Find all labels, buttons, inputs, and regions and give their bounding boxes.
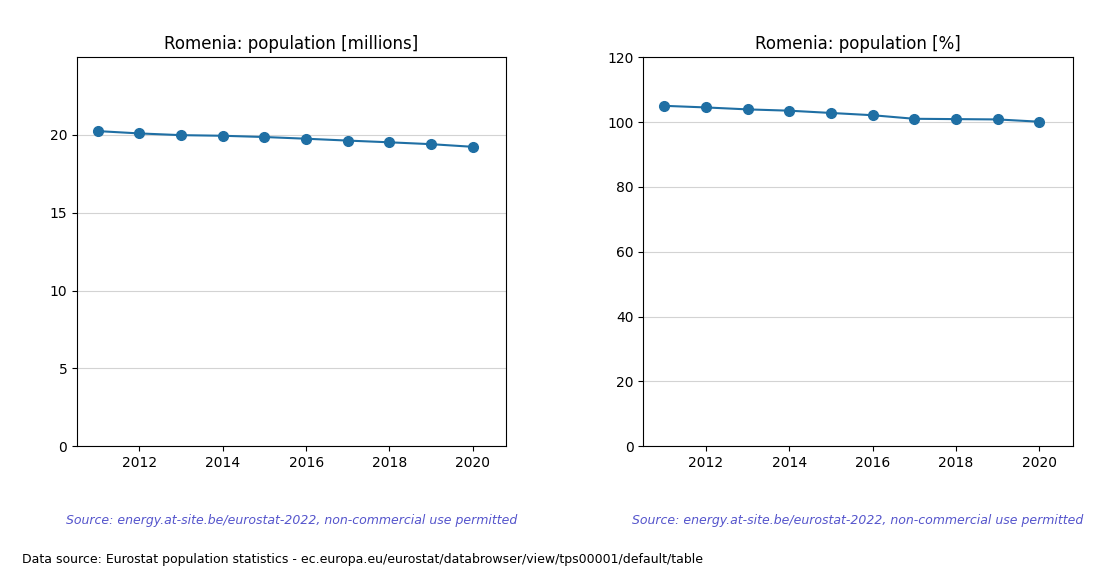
Text: Source: energy.at-site.be/eurostat-2022, non-commercial use permitted: Source: energy.at-site.be/eurostat-2022,… <box>632 514 1084 527</box>
Title: Romenia: population [%]: Romenia: population [%] <box>755 35 960 53</box>
Text: Data source: Eurostat population statistics - ec.europa.eu/eurostat/databrowser/: Data source: Eurostat population statist… <box>22 553 703 566</box>
Title: Romenia: population [millions]: Romenia: population [millions] <box>164 35 419 53</box>
Text: Source: energy.at-site.be/eurostat-2022, non-commercial use permitted: Source: energy.at-site.be/eurostat-2022,… <box>66 514 517 527</box>
